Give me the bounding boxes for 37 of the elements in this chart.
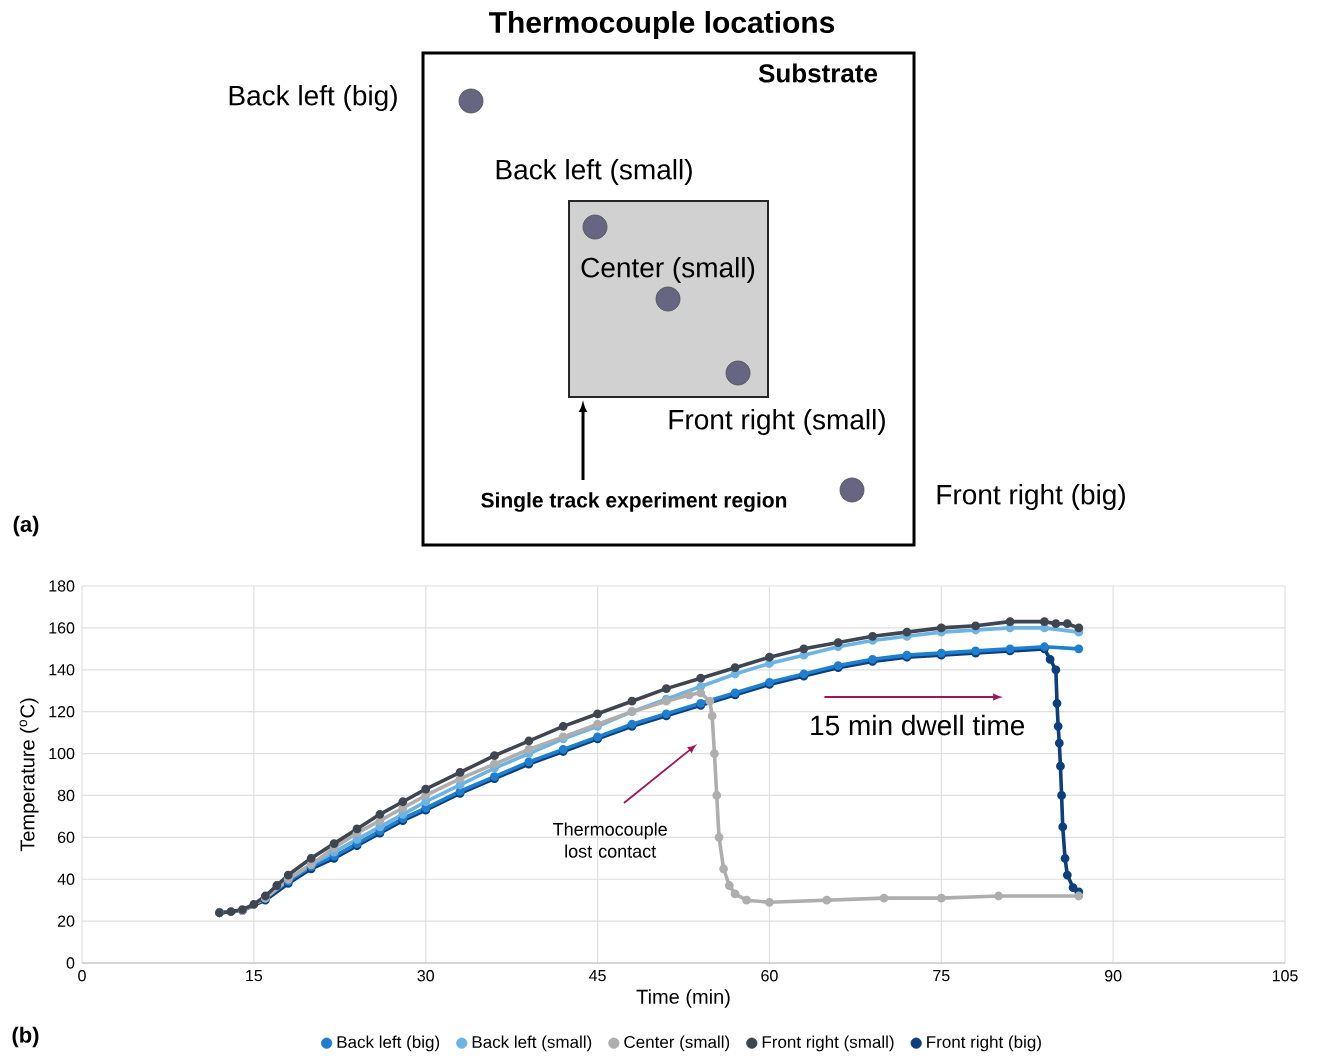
y-axis-title: Temperature ($^{o}$C) xyxy=(19,698,39,852)
y-tick-label: 180 xyxy=(49,580,75,592)
x-tick-label: 90 xyxy=(1105,970,1122,982)
text: Thermocouple locations xyxy=(489,11,835,40)
text: Substrate xyxy=(758,63,878,83)
legend-label: Front right (small) xyxy=(762,1035,894,1052)
x-tick-label: 30 xyxy=(417,970,434,982)
annotation: Thermocouple lost contact xyxy=(553,822,667,858)
text: Front right (small) xyxy=(669,409,885,436)
y-tick-label: 60 xyxy=(57,831,75,844)
y-tick-label: 40 xyxy=(57,873,75,885)
text: Back left (small) xyxy=(496,159,692,186)
x-tick-label: 45 xyxy=(589,970,606,982)
x-tick-label: 60 xyxy=(761,970,778,982)
text: Single track experiment region xyxy=(481,492,787,512)
y-tick-label: 160 xyxy=(49,622,75,634)
x-tick-label: 0 xyxy=(78,970,86,982)
y-tick-label: 20 xyxy=(57,915,75,927)
x-tick-label: 105 xyxy=(1272,970,1298,982)
legend-label: Back left (big) xyxy=(337,1035,440,1052)
text: Back left (big) xyxy=(229,85,397,112)
y-tick-label: 0 xyxy=(66,957,75,969)
x-tick-label: 75 xyxy=(933,970,950,982)
text: (b) xyxy=(12,1026,39,1048)
y-tick-label: 100 xyxy=(49,748,75,760)
text: (a) xyxy=(13,515,39,537)
x-tick-label: 15 xyxy=(246,970,263,982)
y-tick-label: 80 xyxy=(57,789,75,802)
y-tick-label: 140 xyxy=(49,664,75,676)
y-tick-label: 120 xyxy=(49,706,75,718)
legend-label: Center (small) xyxy=(624,1035,730,1052)
legend-label: Back left (small) xyxy=(472,1035,592,1052)
legend-label: Front right (big) xyxy=(927,1035,1041,1052)
annotation: 15 min dwell time xyxy=(811,714,1025,736)
text: Front right (big) xyxy=(937,484,1125,511)
x-axis-title: Time (min) xyxy=(636,989,730,1008)
text: Center (small) xyxy=(581,257,755,284)
